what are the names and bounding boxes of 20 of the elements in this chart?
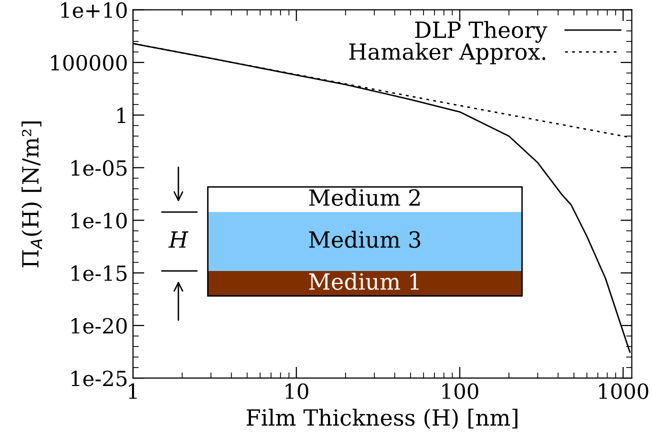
y-tick-label: 1e-15 (72, 265, 127, 282)
y-tick-label: 1e-10 (72, 212, 127, 228)
legend-label: DLP Theory (415, 20, 548, 43)
y-tick-label: 100000 (51, 54, 127, 71)
y-axis-title: Π$_{A}$(H) [N/m²] (22, 121, 42, 268)
y-tick-label: 1e-20 (72, 318, 127, 334)
y-tick-label: 1e-25 (72, 370, 127, 386)
y-tick-label: 1e+10 (61, 2, 127, 18)
annotation: Medium 1 (309, 272, 419, 290)
y-tick-label: 1e-05 (72, 160, 127, 176)
x-axis-title: Film Thickness (H) [nm] (246, 408, 518, 430)
annotation: Medium 2 (309, 188, 420, 206)
y-tick-label: 1 (117, 108, 126, 123)
annotation: Medium 3 (309, 230, 420, 248)
x-tick-label: 100 (442, 383, 478, 400)
x-tick-label: 10 (286, 383, 308, 400)
x-tick-label: 1000 (599, 383, 648, 400)
annotation: H (168, 231, 188, 248)
legend-label: Hamaker Approx. (349, 42, 546, 64)
x-tick-label: 1 (128, 383, 137, 399)
